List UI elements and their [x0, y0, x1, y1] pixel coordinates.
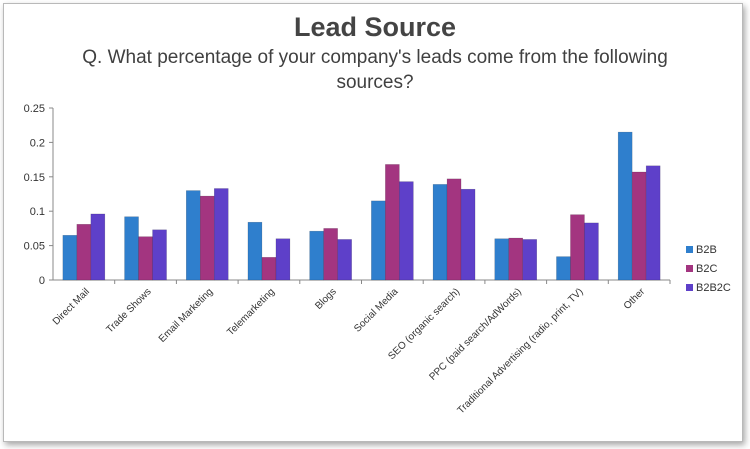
x-tick-label: Direct Mail: [51, 286, 92, 327]
x-tick-label: Blogs: [313, 286, 338, 311]
legend-label-b2c: B2C: [696, 263, 717, 275]
bar-b2b2c: [337, 239, 352, 281]
bar-b2b2c: [522, 239, 537, 281]
bar-b2b: [432, 184, 448, 281]
bar-b2b: [309, 230, 324, 281]
chart-subtitle: Q. What percentage of your company's lea…: [82, 47, 668, 93]
bar-b2b: [247, 221, 263, 281]
x-tick-label: Other: [622, 286, 648, 312]
bar-b2c: [200, 195, 215, 281]
bar-b2b2c: [275, 238, 291, 281]
legend-swatch-b2b: [686, 246, 693, 253]
bar-b2b2c: [214, 188, 229, 281]
x-tick-label: Telemarketing: [225, 286, 277, 338]
bar-b2c: [631, 171, 647, 281]
bar-b2b2c: [460, 188, 476, 281]
legend-label-b2b2c: B2B2C: [696, 282, 731, 294]
bar-b2b2c: [90, 213, 106, 281]
bar-b2c: [385, 164, 400, 281]
legend-label-b2b: B2B: [696, 244, 717, 256]
bar-b2b: [617, 131, 633, 281]
x-tick-label: Email Marketing: [157, 286, 215, 344]
x-tick-label: Trade Shows: [104, 286, 153, 335]
legend-swatch-b2b2c: [686, 284, 693, 291]
bar-b2c: [570, 214, 585, 281]
chart-title: Lead Source: [293, 12, 457, 42]
bar-b2b: [371, 200, 386, 281]
bar-b2b: [556, 256, 571, 281]
bar-b2c: [508, 237, 523, 281]
bar-b2c: [76, 224, 92, 281]
bar-b2b: [494, 238, 509, 281]
bar-b2b: [124, 216, 139, 281]
bar-b2c: [138, 236, 153, 281]
y-tick-label: 0.25: [24, 103, 45, 115]
y-tick-label: 0: [39, 275, 45, 287]
bar-b2c: [261, 257, 277, 281]
y-tick-label: 0.1: [30, 206, 45, 218]
bar-b2c: [323, 228, 338, 281]
x-tick-label: Social Media: [352, 286, 401, 335]
bar-b2b2c: [399, 181, 414, 281]
legend-swatch-b2c: [686, 265, 693, 272]
bar-b2b: [62, 235, 78, 281]
bar-b2b2c: [645, 165, 661, 281]
y-tick-label: 0.15: [24, 172, 45, 184]
bar-b2b: [186, 190, 201, 281]
bar-b2b2c: [584, 222, 599, 281]
bar-b2c: [446, 178, 462, 281]
y-tick-label: 0.2: [30, 137, 45, 149]
x-tick-label: Traditional Advertising (radio, print, T…: [456, 286, 586, 416]
bar-b2b2c: [152, 229, 167, 281]
y-tick-label: 0.05: [24, 241, 45, 253]
